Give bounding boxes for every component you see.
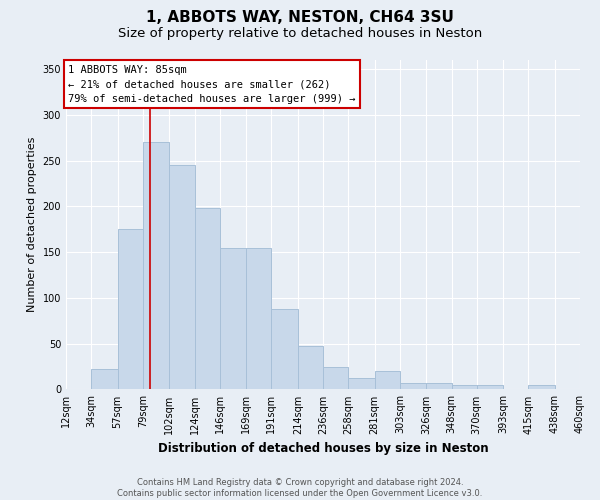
- Text: 1 ABBOTS WAY: 85sqm
← 21% of detached houses are smaller (262)
79% of semi-detac: 1 ABBOTS WAY: 85sqm ← 21% of detached ho…: [68, 64, 356, 104]
- X-axis label: Distribution of detached houses by size in Neston: Distribution of detached houses by size …: [158, 442, 488, 455]
- Text: 1, ABBOTS WAY, NESTON, CH64 3SU: 1, ABBOTS WAY, NESTON, CH64 3SU: [146, 10, 454, 25]
- Bar: [400, 383, 426, 390]
- Text: Contains HM Land Registry data © Crown copyright and database right 2024.
Contai: Contains HM Land Registry data © Crown c…: [118, 478, 482, 498]
- Text: Size of property relative to detached houses in Neston: Size of property relative to detached ho…: [118, 28, 482, 40]
- Bar: [143, 142, 169, 390]
- Bar: [477, 385, 503, 390]
- Y-axis label: Number of detached properties: Number of detached properties: [27, 137, 37, 312]
- Bar: [194, 208, 220, 390]
- Bar: [118, 230, 143, 390]
- Bar: [91, 370, 118, 390]
- Bar: [323, 366, 348, 390]
- Bar: [374, 371, 400, 390]
- Bar: [298, 346, 323, 390]
- Bar: [169, 165, 194, 390]
- Bar: [220, 248, 246, 390]
- Bar: [271, 309, 298, 390]
- Bar: [246, 248, 271, 390]
- Bar: [426, 383, 452, 390]
- Bar: [348, 378, 374, 390]
- Bar: [452, 385, 477, 390]
- Bar: [529, 385, 555, 390]
